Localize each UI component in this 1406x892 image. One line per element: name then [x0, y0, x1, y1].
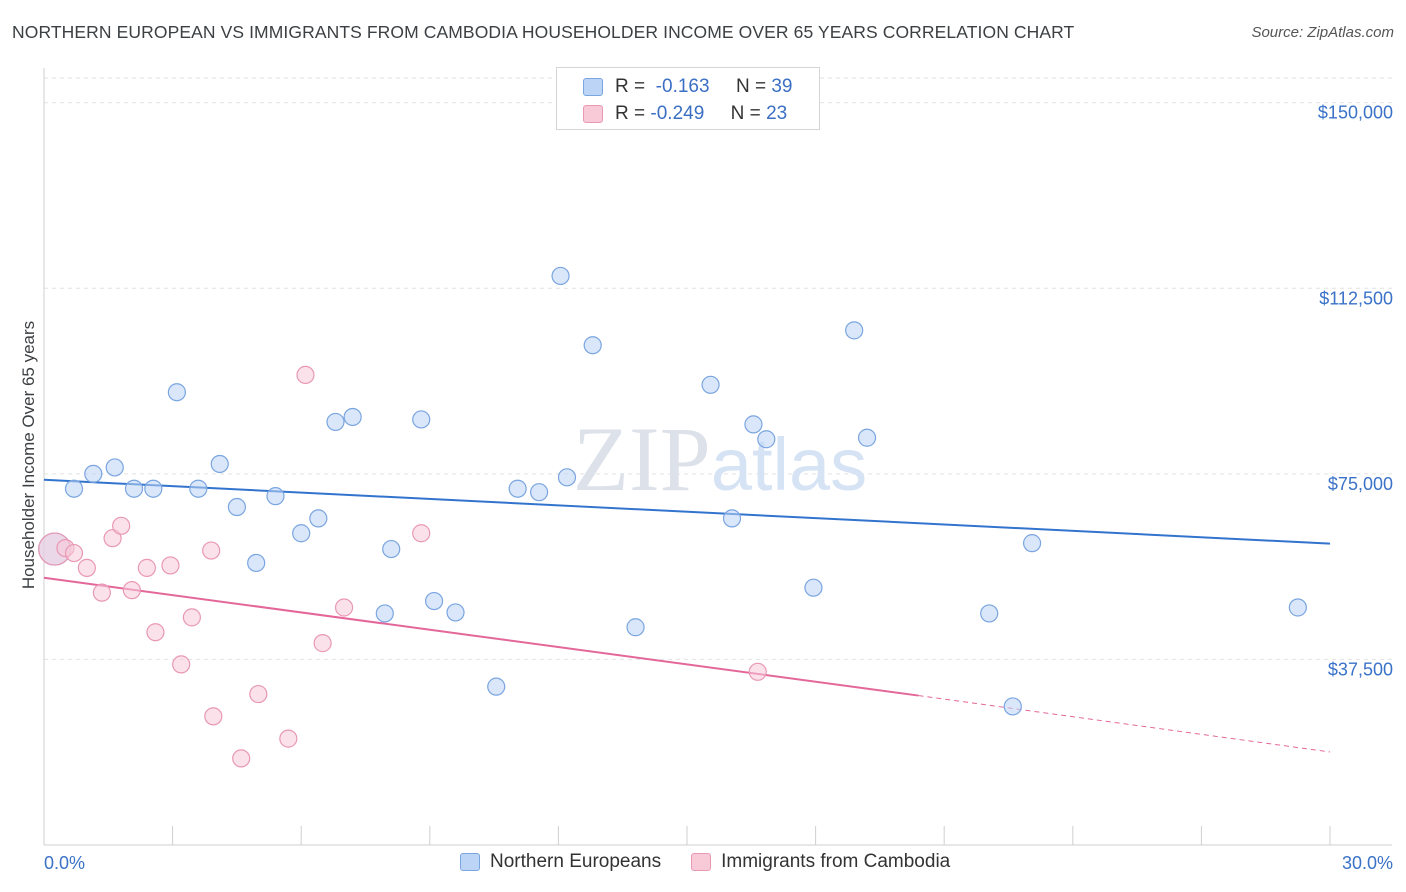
- point-northern-european: [167, 383, 186, 402]
- point-northern-european: [508, 479, 527, 498]
- watermark: ZIPatlas: [573, 408, 867, 510]
- point-cambodia: [204, 707, 223, 726]
- r-label: R =: [615, 103, 646, 124]
- y-tick-label: $112,500: [1319, 288, 1393, 308]
- point-cambodia: [313, 634, 332, 653]
- point-northern-european: [210, 454, 229, 474]
- n-value: 23: [766, 103, 788, 124]
- point-cambodia: [161, 556, 180, 575]
- r-value: -0.249: [650, 103, 705, 124]
- point-cambodia: [77, 558, 96, 577]
- point-cambodia: [182, 608, 201, 627]
- point-cambodia: [172, 655, 191, 674]
- point-northern-european: [375, 604, 394, 623]
- point-northern-european: [124, 479, 144, 498]
- n-value: 39: [771, 76, 793, 97]
- axes: [43, 68, 1392, 846]
- point-cambodia: [112, 516, 131, 535]
- point-cambodia: [412, 524, 431, 543]
- point-cambodia: [232, 749, 251, 768]
- n-label: N =: [735, 76, 767, 97]
- point-northern-european: [557, 468, 577, 487]
- point-cambodia: [202, 541, 221, 560]
- point-cambodia: [296, 365, 315, 385]
- x-tick-label-right: 30.0%: [1342, 853, 1393, 873]
- series-legend: Northern Europeans Immigrants from Cambo…: [460, 851, 980, 873]
- y-tick-label: $37,500: [1328, 659, 1393, 679]
- point-northern-european: [247, 553, 266, 573]
- chart-source: Source: ZipAtlas.com: [1251, 24, 1394, 41]
- point-northern-european: [757, 430, 776, 449]
- point-northern-european: [487, 677, 506, 696]
- point-cambodia: [103, 529, 122, 548]
- point-northern-european: [326, 412, 345, 432]
- point-northern-european: [845, 321, 864, 340]
- trend-lines: [43, 478, 1331, 753]
- point-northern-european: [266, 487, 285, 506]
- data-points: [38, 266, 1307, 768]
- y-tick-label: $150,000: [1318, 103, 1393, 123]
- watermark-zip: ZIP: [573, 408, 711, 510]
- point-northern-european: [382, 539, 401, 559]
- legend-swatch-blue: [583, 78, 603, 96]
- point-northern-european: [412, 410, 431, 429]
- legend-swatch-pink: [583, 105, 603, 123]
- legend-swatch-blue: [460, 853, 480, 871]
- point-cambodia: [92, 583, 111, 602]
- point-northern-european: [84, 464, 103, 483]
- point-northern-european: [980, 604, 999, 623]
- point-northern-european: [626, 618, 645, 637]
- point-northern-european: [189, 479, 208, 498]
- legend-swatch-pink: [691, 853, 712, 871]
- grid-lines: [44, 77, 1392, 660]
- point-cambodia: [64, 543, 84, 563]
- trend-line-cambodia: [43, 576, 919, 697]
- point-cambodia: [748, 662, 767, 681]
- point-northern-european: [722, 509, 742, 528]
- point-northern-european: [551, 266, 570, 286]
- stats-legend: R = -0.163 N = 39 R = -0.249 N = 23: [556, 67, 820, 130]
- point-cambodia: [334, 598, 354, 617]
- point-northern-european: [583, 336, 602, 355]
- watermark-atlas: atlas: [711, 423, 867, 506]
- point-northern-european: [292, 524, 311, 543]
- point-northern-european: [1022, 534, 1042, 553]
- point-northern-european: [804, 578, 823, 597]
- stats-legend-row-cambodia: R = -0.249 N = 23: [583, 101, 787, 127]
- point-northern-european: [105, 458, 124, 477]
- y-tick-label: $75,000: [1328, 474, 1393, 494]
- point-northern-european: [1003, 697, 1022, 716]
- legend-label: Immigrants from Cambodia: [721, 851, 951, 872]
- legend-label: Northern Europeans: [490, 851, 662, 872]
- legend-item-cambodia[interactable]: Immigrants from Cambodia: [691, 851, 950, 873]
- point-northern-european: [1288, 598, 1307, 617]
- point-northern-european: [744, 415, 763, 434]
- trend-line-northern-europeans: [43, 478, 1331, 545]
- point-northern-european: [530, 483, 549, 502]
- point-northern-european: [309, 509, 328, 528]
- point-cambodia: [249, 684, 268, 704]
- n-label: N =: [730, 103, 761, 124]
- legend-item-northern-europeans[interactable]: Northern Europeans: [460, 851, 661, 873]
- x-tick-label-left: 0.0%: [44, 853, 85, 873]
- point-cambodia: [137, 558, 156, 577]
- point-northern-european: [857, 428, 877, 447]
- axis-labels: $37,500 $75,000 $112,500 $150,000 0.0% 30.0%: [44, 103, 1393, 873]
- point-northern-european: [144, 479, 163, 498]
- point-northern-european: [343, 407, 362, 427]
- point-northern-european: [701, 375, 720, 394]
- chart-title: NORTHERN EUROPEAN VS IMMIGRANTS FROM CAM…: [12, 22, 1075, 42]
- point-northern-european: [446, 603, 465, 622]
- point-cambodia: [122, 581, 141, 600]
- trend-line-cambodia-extrapolated: [918, 695, 1331, 753]
- point-northern-european: [227, 497, 246, 517]
- point-northern-european: [424, 591, 444, 611]
- r-label: R =: [615, 76, 646, 97]
- stats-legend-row-northern-europeans: R = -0.163 N = 39: [583, 74, 792, 100]
- point-cambodia: [279, 729, 298, 748]
- r-value: -0.163: [655, 76, 710, 97]
- point-northern-european: [64, 479, 84, 498]
- point-cambodia: [146, 623, 165, 642]
